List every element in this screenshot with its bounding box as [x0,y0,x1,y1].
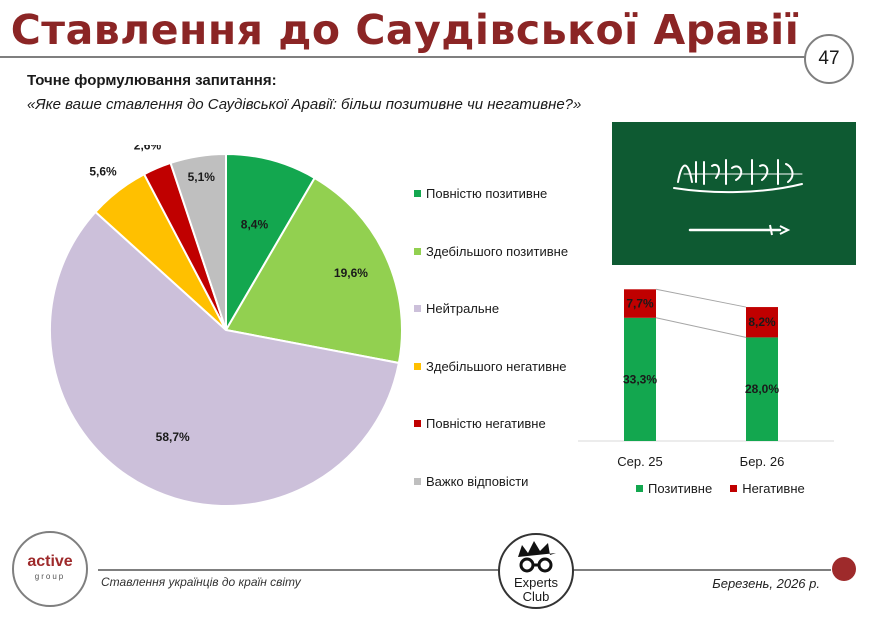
pie-slice [49,210,401,507]
flag-emblem [673,159,803,236]
pie-data-label: 58,7% [156,430,190,444]
bar-category-label: Бер. 26 [740,454,785,469]
bar-legend: Позитивне Негативне [636,481,823,496]
stacked-bar-chart: 33,3% 7,7% Сер. 25 28,0% 8,2% Бер. 26 [578,288,834,469]
legend-swatch [414,477,421,485]
pie-slice [169,152,227,331]
pie-data-label: 5,1% [188,170,216,184]
pie-legend-item: Здебільшого негативне [414,359,567,374]
bar-marks [624,288,778,441]
bar-data-label: 7,7% [626,297,654,311]
pie-legend-label: Здебільшого позитивне [426,243,569,259]
footer-accent-dot [832,557,856,581]
bar-segment [624,317,656,441]
bar-legend-item-positive: Позитивне [636,481,712,496]
legend-swatch [414,305,421,312]
pie-data-labels: 8,4% 19,6% 58,7% 5,6% 2,6% 5,1% [89,145,368,444]
pie-legend-label: Важко відповісти [426,473,529,489]
pie-chart: 8,4% 19,6% 58,7% 5,6% 2,6% 5,1% [49,145,403,507]
experts-club-text-1: Experts [513,575,559,590]
bar-series-connector [655,288,747,308]
pie-legend-label: Повністю позитивне [426,186,548,201]
legend-swatch [414,190,421,197]
pie-legend-item: Важко відповісти [414,474,528,489]
active-group-logo [12,531,88,607]
pie-legend-label: Здебільшого негативне [426,358,567,374]
legend-swatch [730,485,738,492]
pie-legend-item: Повністю позитивне [414,186,547,201]
pie-slice [224,176,403,365]
experts-club-logo [498,533,574,609]
pie-slices [49,152,403,507]
saudi-arabia-flag-image [612,122,856,265]
question-heading: Точне формулювання запитання: [27,72,277,89]
footer-divider [98,569,831,571]
bar-legend-label: Позитивне [648,481,713,496]
bar-series-connector [655,317,747,338]
pie-legend-item: Нейтральне [414,301,499,316]
pie-slice [225,152,317,334]
bar-legend-item-negative: Негативне [730,481,805,496]
experts-club-face-icon [518,541,556,573]
pie-data-label: 2,6% [134,145,162,152]
bar-legend-label: Негативне [742,481,805,496]
bar-labels: 33,3% 7,7% Сер. 25 28,0% 8,2% Бер. 26 [617,297,784,469]
legend-swatch [414,247,421,255]
bar-data-label: 33,3% [623,372,657,386]
bar-data-label: 28,0% [745,382,779,396]
page-number: 47 [818,48,840,69]
pie-data-label: 5,6% [89,164,117,178]
pie-data-label: 19,6% [334,266,368,280]
legend-swatch [414,420,421,427]
footer-report-title: Ставлення українців до країн світу [101,575,301,589]
pie-data-label: 8,4% [241,218,269,232]
pie-legend-item: Повністю негативне [414,416,546,431]
pie-legend-label: Нейтральне [426,301,500,316]
bar-segment [746,337,778,441]
legend-swatch [414,362,421,370]
bar-segment [746,307,778,338]
experts-club-text-2: Club [522,589,550,604]
question-text: «Яке ваше ставлення до Саудівської Араві… [27,96,582,113]
bar-category-label: Сер. 25 [617,454,663,469]
pie-legend-item: Здебільшого позитивне [414,244,568,259]
pie-legend-label: Повністю негативне [426,416,546,431]
bar-data-label: 8,2% [748,315,776,329]
title-divider [0,56,806,58]
logo-subtext: group [34,572,66,581]
page-title: Ставлення до Саудівської Аравії [10,6,800,54]
bar-segment [624,289,656,318]
page-number-badge: 47 [804,34,854,84]
logo-text: active [27,553,73,570]
footer-date: Березень, 2026 р. [712,576,820,591]
legend-swatch [636,485,643,492]
